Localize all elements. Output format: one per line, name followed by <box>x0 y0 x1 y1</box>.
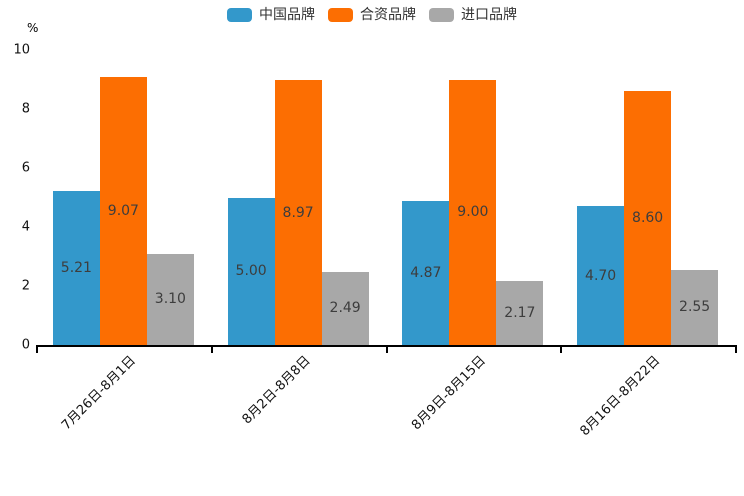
bar-s0-g3: 4.70 <box>577 206 625 345</box>
legend-item-2[interactable]: 进口品牌 <box>429 8 517 22</box>
legend-swatch-icon <box>429 8 454 22</box>
bar-value-label: 9.07 <box>107 203 139 220</box>
bar-s2-g0: 3.10 <box>146 253 194 345</box>
bar-value-label: 3.10 <box>154 291 186 308</box>
x-axis-tickmark <box>210 347 213 353</box>
x-axis-label-3: 8月16日-8月22日 <box>577 353 664 440</box>
bar-value-label: 4.70 <box>585 267 617 284</box>
bar-value-label: 8.97 <box>282 204 314 221</box>
bar-value-label: 2.55 <box>679 299 711 316</box>
bar-s1-g3: 8.60 <box>624 91 672 345</box>
y-axis-unit-label: % <box>27 21 39 35</box>
bar-value-label: 9.00 <box>457 204 489 221</box>
y-axis-tick-10: 10 <box>13 42 30 58</box>
y-axis-tick-4: 4 <box>21 219 30 235</box>
y-axis-tick-0: 0 <box>21 337 30 353</box>
bar-s0-g2: 4.87 <box>402 201 450 345</box>
bar-value-label: 5.00 <box>235 263 267 280</box>
y-axis-tick-6: 6 <box>21 160 30 176</box>
bar-s0-g0: 5.21 <box>52 191 100 345</box>
bar-value-label: 2.49 <box>329 300 361 317</box>
bar-value-label: 4.87 <box>410 265 442 282</box>
x-axis-tickmark <box>385 347 388 353</box>
y-axis-tick-2: 2 <box>21 278 30 294</box>
y-axis-tick-8: 8 <box>21 101 30 117</box>
legend-item-label: 进口品牌 <box>461 7 517 23</box>
bar-s1-g2: 9.00 <box>449 79 497 345</box>
bar-value-label: 8.60 <box>632 210 664 227</box>
bar-s2-g1: 2.49 <box>321 271 369 345</box>
x-axis-tickmark <box>36 347 38 353</box>
legend-item-label: 中国品牌 <box>259 7 315 23</box>
x-axis-label-1: 8月2日-8月8日 <box>239 353 315 428</box>
legend-item-1[interactable]: 合资品牌 <box>328 8 416 22</box>
bar-s2-g2: 2.17 <box>496 280 544 345</box>
bar-s1-g1: 8.97 <box>274 80 322 345</box>
bar-s1-g0: 9.07 <box>99 77 147 345</box>
bar-s0-g1: 5.00 <box>227 197 275 345</box>
x-axis-line <box>36 345 737 347</box>
x-axis-label-2: 8月9日-8月15日 <box>408 353 489 434</box>
legend-item-label: 合资品牌 <box>360 7 416 23</box>
x-axis-tickmark <box>735 347 737 353</box>
bar-s2-g3: 2.55 <box>671 269 719 345</box>
bar-value-label: 2.17 <box>504 304 536 321</box>
x-axis-label-0: 7月26日-8月1日 <box>59 353 140 434</box>
legend-item-0[interactable]: 中国品牌 <box>227 8 315 22</box>
x-axis-tickmark <box>560 347 563 353</box>
legend-swatch-icon <box>328 8 353 22</box>
bar-value-label: 5.21 <box>60 260 92 277</box>
legend-swatch-icon <box>227 8 252 22</box>
legend: 中国品牌 合资品牌 进口品牌 <box>0 8 744 22</box>
